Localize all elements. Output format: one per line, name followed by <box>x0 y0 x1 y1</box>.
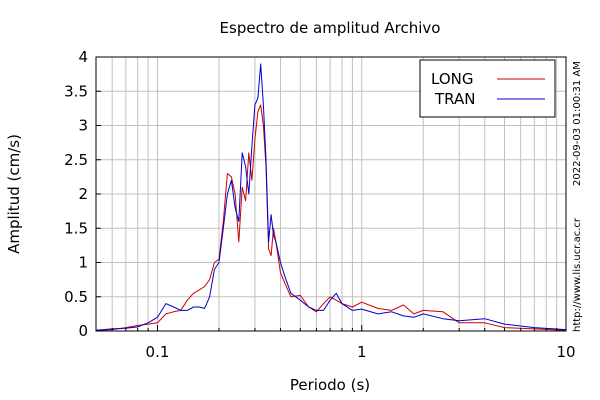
x-tick-label: 0.1 <box>146 343 170 361</box>
y-tick-label: 3 <box>78 117 88 135</box>
chart-series-group <box>95 63 567 331</box>
series-line-long <box>95 104 567 331</box>
chart-title: Espectro de amplitud Archivo <box>220 19 441 37</box>
legend-label-tran: TRAN <box>434 90 475 108</box>
y-tick-label: 0.5 <box>64 288 88 306</box>
x-axis-label: Periodo (s) <box>290 376 370 394</box>
y-tick-label: 3.5 <box>64 82 88 100</box>
y-axis-label: Amplitud (cm/s) <box>5 134 23 254</box>
legend: LONG TRAN <box>419 59 556 118</box>
timestamp-label: 2022-09-03 01:00:31 AM <box>572 61 583 186</box>
x-tick-label: 10 <box>556 343 575 361</box>
y-tick-label: 1 <box>78 254 88 272</box>
y-tick-label: 1.5 <box>64 219 88 237</box>
y-tick-label: 2 <box>78 185 88 203</box>
chart-grid <box>95 56 567 332</box>
y-tick-label: 0 <box>78 322 88 340</box>
y-tick-label: 4 <box>78 48 88 66</box>
source-url-label: http://www.lis.ucr.ac.cr <box>572 218 583 332</box>
series-line-tran <box>95 63 567 331</box>
axis-ticks: 0 0.5 1 1.5 2 2.5 3 3.5 4 0.1 1 10 <box>64 48 575 361</box>
legend-label-long: LONG <box>431 70 473 88</box>
y-tick-label: 2.5 <box>64 151 88 169</box>
legend-box <box>419 59 556 118</box>
x-tick-label: 1 <box>357 343 367 361</box>
